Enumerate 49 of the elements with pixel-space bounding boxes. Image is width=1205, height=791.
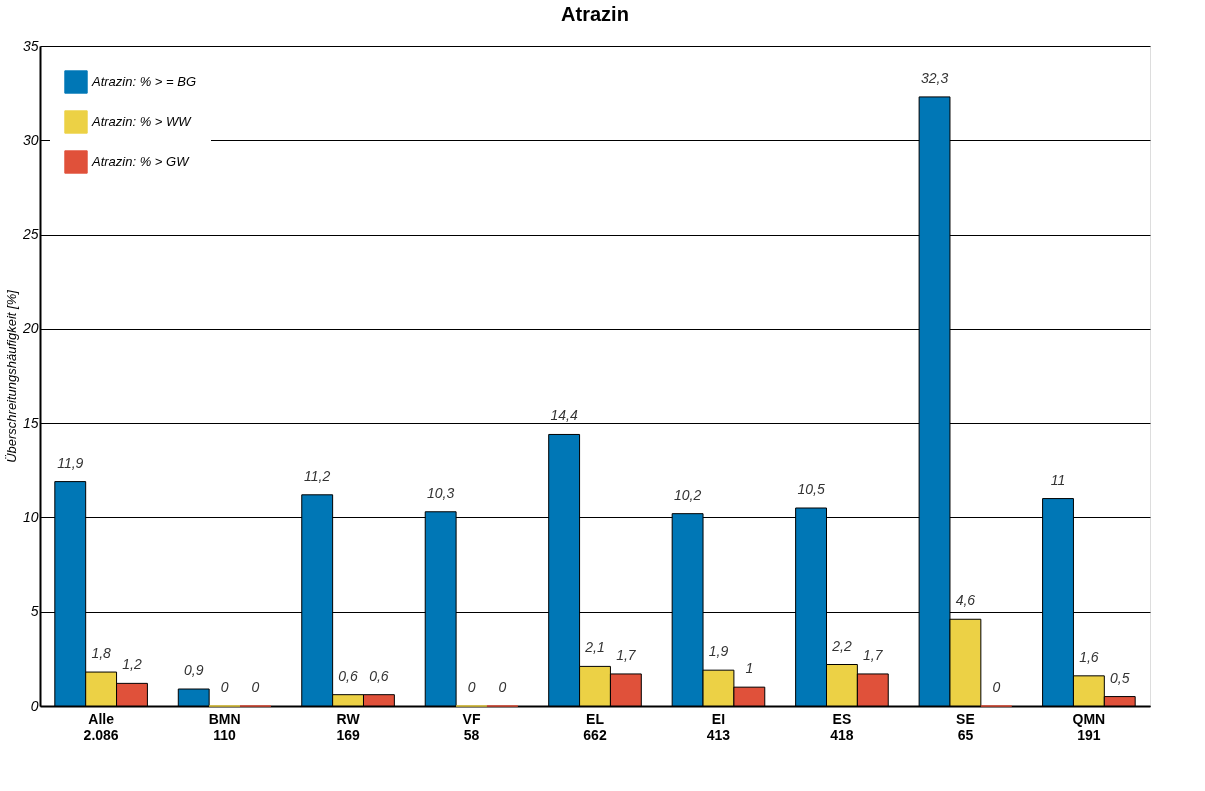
y-axis-title: Überschreitungshäufigkeit [%]: [3, 289, 19, 463]
data-label: 0: [467, 679, 476, 695]
x-tick-label: EI 413: [706, 710, 731, 743]
data-label: 14,4: [550, 407, 578, 424]
data-label: 11: [1050, 471, 1066, 488]
data-label: 0,9: [183, 662, 204, 679]
y-tick-label: 15: [22, 414, 39, 431]
data-label: 1,7: [616, 646, 637, 663]
data-label: 0: [251, 679, 260, 695]
data-label: 0,5: [1110, 669, 1130, 686]
data-label: 11,2: [304, 467, 331, 484]
data-label: 10,5: [797, 481, 825, 497]
x-tick-label: SE 65: [956, 710, 975, 743]
data-label: 1,7: [863, 646, 884, 663]
data-label: 0: [220, 679, 229, 695]
data-label: 4,6: [955, 592, 976, 609]
data-label: 2,1: [584, 639, 605, 656]
data-label: 11,9: [57, 454, 84, 471]
data-label: 0: [992, 679, 1001, 695]
legend-label: Atrazin: % > = BG: [91, 74, 197, 89]
y-tick-label: 10: [22, 508, 39, 525]
x-tick-label: QMN 191: [1072, 710, 1106, 743]
x-tick-label: RW 169: [336, 710, 361, 743]
data-label: 1,2: [122, 656, 142, 673]
y-tick-label: 20: [21, 320, 39, 337]
y-tick-label: 5: [30, 603, 39, 620]
legend-label: Atrazin: % > GW: [91, 154, 191, 169]
data-label: 1,6: [1079, 648, 1099, 665]
data-label: 0: [498, 679, 507, 695]
x-tick-label: ES 418: [830, 710, 854, 743]
y-tick-label: 0: [30, 697, 39, 714]
data-label: 32,3: [920, 69, 949, 86]
data-label: 0,6: [338, 667, 358, 684]
y-tick-label: 35: [22, 37, 39, 54]
data-label: 2,2: [831, 637, 852, 654]
data-label: 10,3: [427, 484, 455, 501]
data-label: 0,6: [369, 667, 389, 684]
data-label: 1,8: [91, 645, 112, 662]
x-tick-label: Alle 2.086: [83, 710, 119, 743]
x-tick-label: BMN 110: [208, 710, 241, 743]
x-tick-label: VF 58: [462, 710, 481, 743]
data-label: 1,9: [708, 643, 729, 660]
data-label: 10,2: [673, 486, 702, 503]
legend-label: Atrazin: % > WW: [91, 114, 193, 129]
data-label: 1: [745, 660, 754, 677]
x-tick-label: EL 662: [583, 710, 607, 743]
y-tick-label: 25: [21, 226, 39, 243]
y-tick-label: 30: [22, 131, 39, 148]
chart-title: Atrazin: [561, 3, 629, 25]
